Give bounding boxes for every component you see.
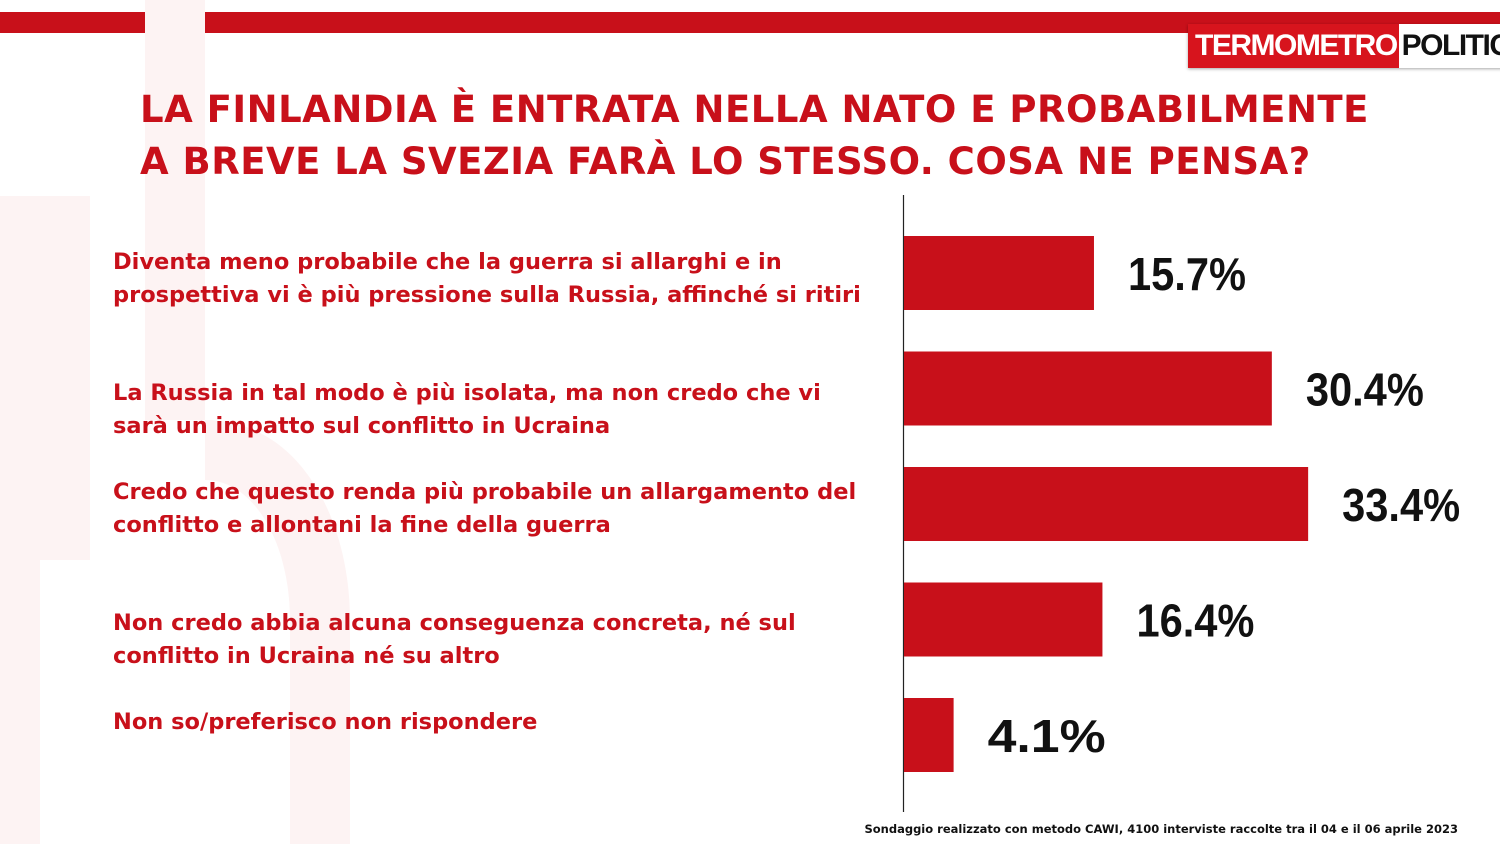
answer-label-3: Credo che questo renda più probabile un …	[113, 479, 857, 538]
bar-3	[904, 467, 1309, 541]
logo-text-termometro: TERMOMETRO	[1188, 24, 1399, 68]
answer-label-4: Non credo abbia alcuna conseguenza concr…	[113, 610, 796, 669]
bar-value-label-3: 33.4%	[1342, 479, 1460, 531]
answer-label-2: La Russia in tal modo è più isolata, ma …	[113, 380, 821, 439]
top-accent-bar	[0, 12, 1500, 33]
answer-label-1: Diventa meno probabile che la guerra si …	[113, 249, 861, 308]
termometro-politico-logo: TERMOMETRO POLITICO	[1188, 24, 1500, 68]
bar-value-label-4: 16.4%	[1136, 595, 1254, 647]
title-line-2: A BREVE LA SVEZIA FARÀ LO STESSO. COSA N…	[140, 140, 1311, 183]
bar-value-label-5: 4.1%	[988, 710, 1106, 762]
page-title: LA FINLANDIA È ENTRATA NELLA NATO E PROB…	[140, 84, 1460, 188]
title-line-1: LA FINLANDIA È ENTRATA NELLA NATO E PROB…	[140, 88, 1369, 131]
chart-value-labels: 15.7% 30.4% 33.4% 16.4% 4.1%	[988, 248, 1461, 762]
bar-4	[904, 582, 1103, 657]
answer-label-5: Non so/preferisco non rispondere	[113, 709, 538, 735]
chart-bars	[904, 236, 1309, 772]
bar-2	[904, 351, 1272, 426]
bar-5	[904, 698, 954, 772]
bar-value-label-1: 15.7%	[1128, 248, 1246, 300]
logo-text-politico: POLITICO	[1398, 24, 1500, 68]
survey-footnote: Sondaggio realizzato con metodo CAWI, 41…	[864, 822, 1458, 836]
bar-1	[904, 236, 1094, 310]
bar-value-label-2: 30.4%	[1306, 364, 1424, 416]
